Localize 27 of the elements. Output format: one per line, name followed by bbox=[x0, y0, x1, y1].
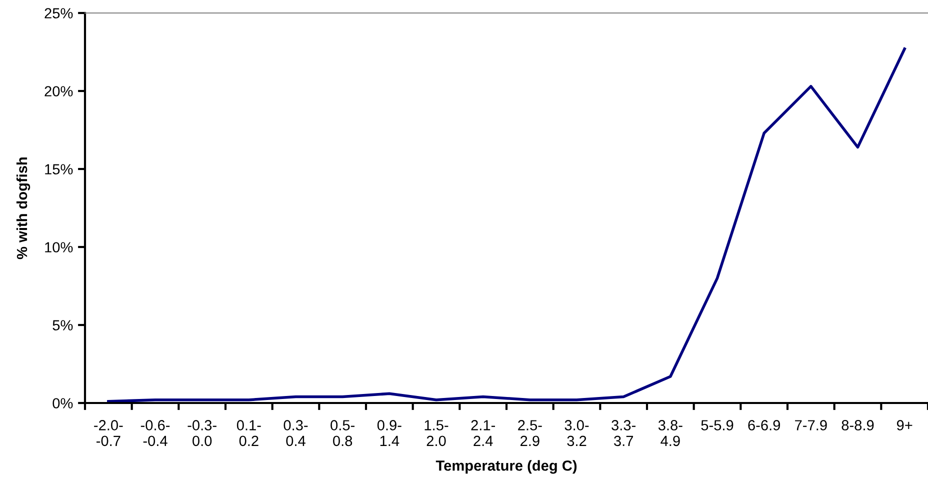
y-tick-label: 10% bbox=[45, 242, 73, 252]
x-tick-label: -0.3- 0.0 bbox=[188, 420, 216, 446]
x-axis-title: Temperature (deg C) bbox=[436, 460, 577, 474]
x-tick-label: 9+ bbox=[896, 420, 912, 430]
x-tick-label: -2.0- -0.7 bbox=[94, 420, 123, 446]
x-tick-label: 7-7.9 bbox=[795, 420, 827, 430]
x-tick-label: 8-8.9 bbox=[842, 420, 874, 430]
x-tick-label: 0.9- 1.4 bbox=[377, 420, 402, 446]
y-axis-title: % with dogfish bbox=[16, 157, 30, 260]
y-tick-label: 20% bbox=[44, 86, 73, 96]
x-tick-label: 2.1- 2.4 bbox=[471, 420, 495, 446]
x-tick-label: 5-5.9 bbox=[701, 420, 734, 430]
x-tick-label: 3.0- 3.2 bbox=[564, 420, 589, 446]
y-tick-label: 0% bbox=[52, 398, 73, 408]
x-tick-label: 3.8- 4.9 bbox=[658, 420, 682, 446]
x-tick-label: 6-6.9 bbox=[748, 420, 780, 430]
line-series bbox=[107, 47, 906, 403]
x-tick-label: 0.3- 0.4 bbox=[284, 420, 308, 446]
x-tick-label: 0.5- 0.8 bbox=[330, 420, 354, 446]
y-tick-label: 5% bbox=[52, 320, 73, 330]
x-tick-label: 2.5- 2.9 bbox=[518, 420, 542, 446]
y-tick-label: 15% bbox=[45, 164, 73, 174]
x-tick-label: 0.1- 0.2 bbox=[236, 420, 261, 446]
x-tick-label: -0.6- -0.4 bbox=[140, 420, 170, 446]
x-tick-label: 1.5- 2.0 bbox=[424, 420, 448, 446]
y-tick-label: 25% bbox=[44, 8, 73, 18]
x-tick-label: 3.3- 3.7 bbox=[612, 420, 636, 446]
